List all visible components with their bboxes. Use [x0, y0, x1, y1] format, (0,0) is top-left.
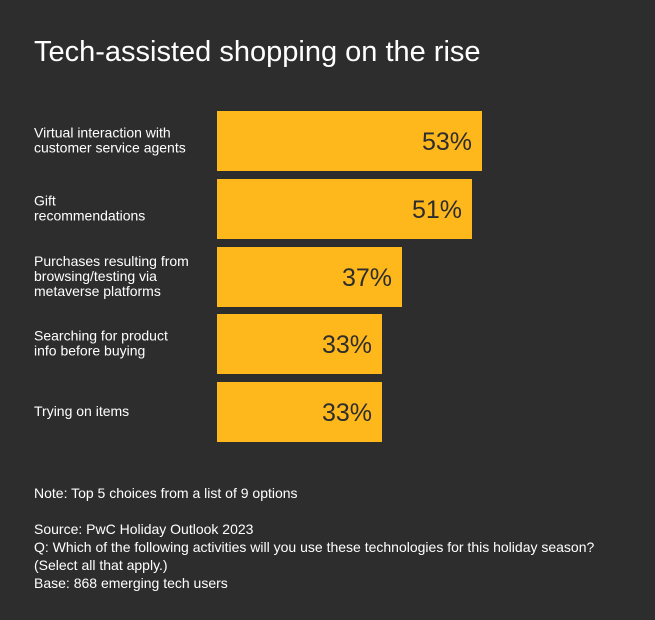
select-text: (Select all that apply.): [34, 557, 168, 573]
bar-chart: 53% Virtual interaction with customer serv…: [34, 111, 482, 442]
category-label-line: info before buying: [34, 343, 145, 359]
category-label-line: browsing/testing via: [34, 268, 157, 284]
bar-value-label-3: 37%: [342, 264, 392, 292]
category-label-line: Gift: [34, 193, 56, 209]
note-text: Note: Top 5 choices from a list of 9 opt…: [34, 485, 298, 501]
bar-5: [217, 382, 382, 442]
category-label-line: Purchases resulting from: [34, 253, 189, 269]
bar-2: [217, 179, 472, 239]
question-text: Q: Which of the following activities wil…: [34, 539, 595, 555]
bar-value-label-5: 33%: [322, 399, 372, 427]
bar-value-label-2: 51%: [412, 196, 462, 224]
category-label-line: Trying on items: [34, 403, 129, 419]
chart-notes: Note: Top 5 choices from a list of 9 opt…: [34, 484, 644, 592]
category-label-4: Searching for product info before buying: [34, 328, 168, 359]
category-label-line: Searching for product: [34, 328, 168, 344]
source-text: Source: PwC Holiday Outlook 2023: [34, 521, 254, 537]
category-label-5: Trying on items: [34, 403, 129, 419]
chart-title: Tech-assisted shopping on the rise: [34, 36, 481, 68]
bar-value-label-1: 53%: [422, 128, 472, 156]
base-text: Base: 868 emerging tech users: [34, 575, 228, 591]
bar-value-label-4: 33%: [322, 331, 372, 359]
category-label-line: Virtual interaction with: [34, 125, 171, 141]
bar-1: [217, 111, 482, 171]
bar-3: [217, 247, 402, 307]
category-label-2: Gift recommendations: [34, 193, 145, 224]
category-label-1: Virtual interaction with customer service…: [34, 125, 186, 156]
category-label-3: Purchases resulting from browsing/testing…: [34, 253, 189, 299]
category-label-line: metaverse platforms: [34, 283, 161, 299]
bar-4: [217, 314, 382, 374]
category-label-line: customer service agents: [34, 140, 186, 156]
category-label-line: recommendations: [34, 208, 145, 224]
